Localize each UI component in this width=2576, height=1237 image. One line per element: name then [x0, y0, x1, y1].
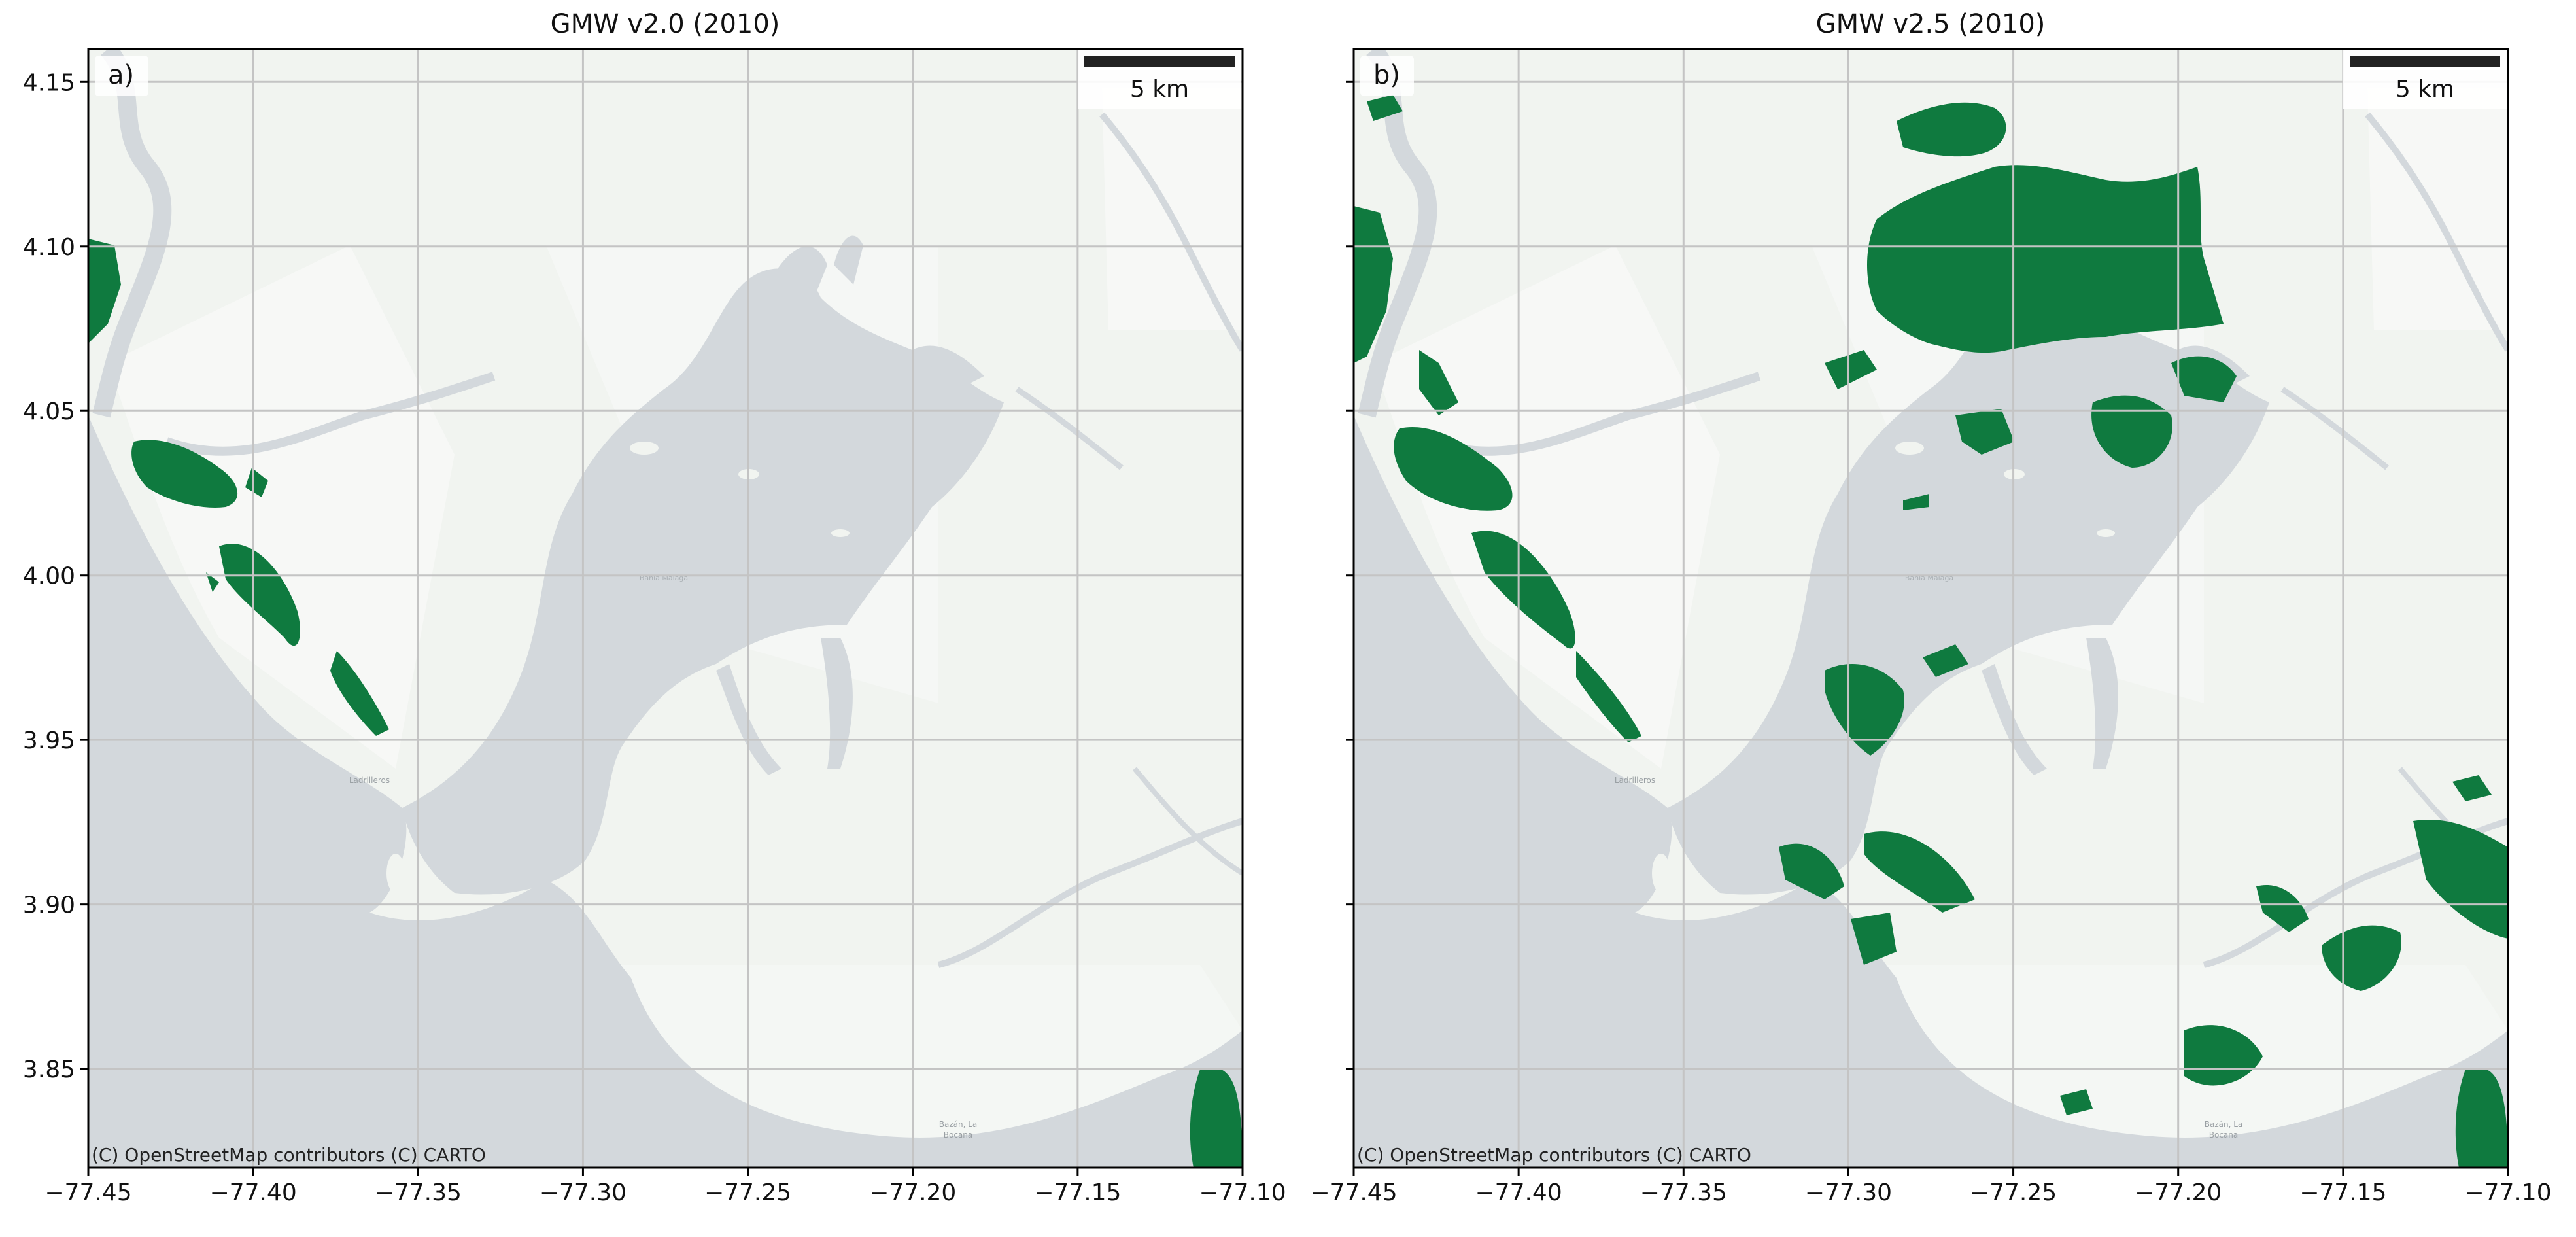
mangrove-layer: [1354, 95, 2508, 1168]
y-tick-label: 4.10: [23, 234, 75, 261]
y-axis: [1346, 80, 1354, 1070]
scale-bar-label: 5 km: [2396, 76, 2454, 103]
map-place-label: Bocana: [944, 1130, 972, 1140]
x-axis: −77.45 −77.40 −77.35 −77.30 −77.25 −77.20 −77.…: [1310, 1168, 2552, 1206]
x-tick-label: −77.25: [704, 1179, 791, 1206]
map-attribution: (C) OpenStreetMap contributors (C) CARTO: [1357, 1144, 1751, 1166]
x-tick-label: −77.15: [2299, 1179, 2386, 1206]
panel-title: GMW v2.5 (2010): [1816, 9, 2046, 39]
x-tick-label: −77.10: [2464, 1179, 2551, 1206]
y-tick-label: 4.15: [23, 69, 75, 96]
map-place-label: Bocana: [2209, 1130, 2238, 1140]
basemap: Bahia Malaga Ladrilleros Bazán, La Bocan…: [88, 49, 1243, 1168]
map-place-label: Bazán, La: [939, 1120, 978, 1129]
gridlines: [1354, 49, 2508, 1168]
x-tick-label: −77.10: [1199, 1179, 1286, 1206]
x-tick-label: −77.30: [1805, 1179, 1892, 1206]
axes-frame: [87, 48, 1244, 1169]
map-attribution: (C) OpenStreetMap contributors (C) CARTO: [92, 1144, 486, 1166]
x-tick-label: −77.15: [1034, 1179, 1121, 1206]
scale-bar: 5 km: [1078, 50, 1241, 109]
map-place-label: Ladrilleros: [1615, 776, 1655, 785]
x-tick-label: −77.30: [540, 1179, 627, 1206]
y-tick-label: 3.85: [23, 1056, 75, 1083]
x-tick-label: −77.45: [44, 1179, 131, 1206]
basemap: Bahia Malaga Ladrilleros Bazán, La Bocan…: [1354, 49, 2508, 1168]
y-tick-label: 4.00: [23, 563, 75, 590]
x-tick-label: −77.20: [869, 1179, 956, 1206]
x-tick-label: −77.45: [1310, 1179, 1397, 1206]
map-place-label: Bazán, La: [2205, 1120, 2243, 1129]
x-tick-label: −77.25: [1970, 1179, 2057, 1206]
x-tick-label: −77.40: [210, 1179, 297, 1206]
x-tick-label: −77.20: [2135, 1179, 2222, 1206]
x-tick-label: −77.35: [375, 1179, 462, 1206]
scale-bar: 5 km: [2343, 50, 2507, 109]
y-axis: 4.15 4.10 4.05 4.00 3.95 3.90 3.85: [23, 69, 88, 1083]
axes-frame: [1352, 48, 2509, 1169]
mangrove-layer: [88, 239, 1243, 1168]
panel-label: b): [1373, 60, 1400, 90]
x-tick-label: −77.35: [1640, 1179, 1727, 1206]
map-place-label: Ladrilleros: [349, 776, 390, 785]
x-axis: −77.45 −77.40 −77.35 −77.30 −77.25 −77.20 −77.…: [44, 1168, 1286, 1206]
y-tick-label: 4.05: [23, 398, 75, 425]
map-panel-left: GMW v2.0 (2010) Bahia Malaga Ladrilleros…: [23, 9, 1286, 1206]
gridlines: [88, 49, 1243, 1168]
y-tick-label: 3.90: [23, 892, 75, 919]
scale-bar-label: 5 km: [1130, 76, 1189, 103]
y-tick-label: 3.95: [23, 727, 75, 754]
panel-title: GMW v2.0 (2010): [551, 9, 780, 39]
map-panel-right: GMW v2.5 (2010) Bahia Malaga Ladrilleros…: [1310, 9, 2551, 1206]
panel-label: a): [108, 60, 134, 90]
x-tick-label: −77.40: [1475, 1179, 1562, 1206]
